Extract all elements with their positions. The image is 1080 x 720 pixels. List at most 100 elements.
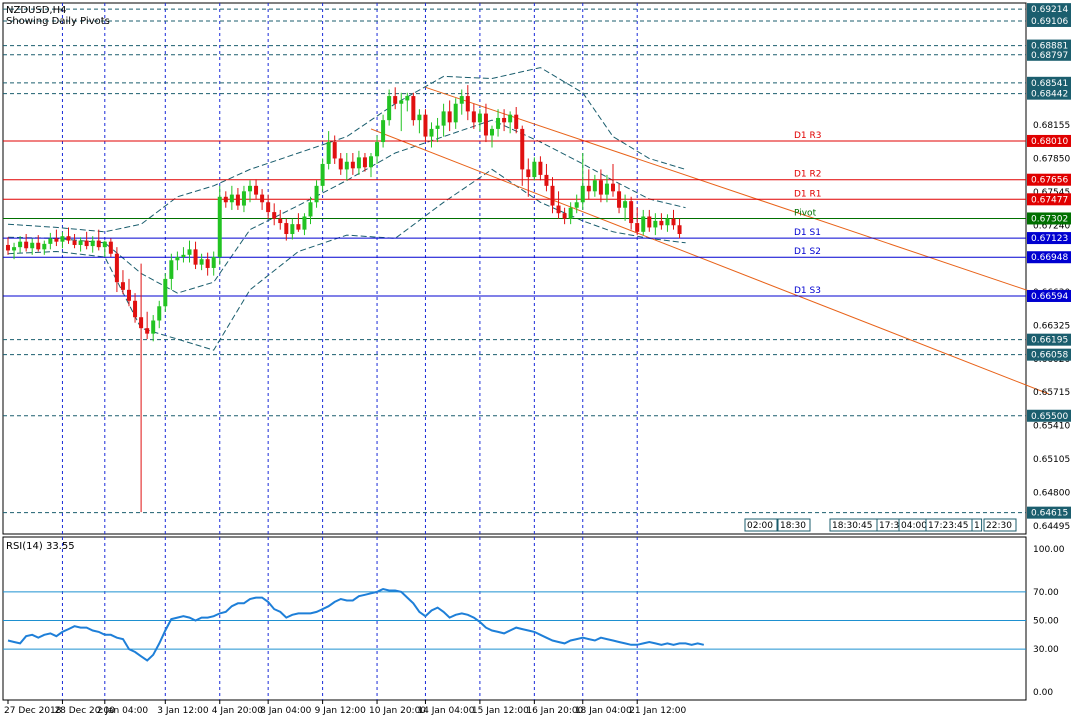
level-price-label-1: 0.69106 xyxy=(1031,17,1068,27)
candle-body-16 xyxy=(102,241,107,248)
candle-body-73 xyxy=(447,111,452,123)
candle-body-20 xyxy=(127,289,131,301)
candle-body-25 xyxy=(157,306,162,321)
candle-body-74 xyxy=(453,103,458,123)
candle-body-85 xyxy=(520,128,525,170)
candle-body-77 xyxy=(471,111,476,123)
time-marker-4: 04:00 xyxy=(901,521,927,531)
candle-body-109 xyxy=(665,218,670,226)
pivot-label-1: D1 R2 xyxy=(794,170,822,180)
price-tick-8: 0.67545 xyxy=(1033,188,1070,198)
level-price-label-8: 0.65500 xyxy=(1031,412,1068,422)
candle-body-63 xyxy=(387,96,392,121)
level-price-label-9: 0.64615 xyxy=(1031,509,1068,519)
channel-line-0 xyxy=(425,86,1049,298)
time-marker-box-6 xyxy=(971,518,983,532)
candle-body-38 xyxy=(235,194,240,206)
time-marker-0: 02:00 xyxy=(747,521,773,531)
candle-body-52 xyxy=(320,163,325,186)
pivot-price-box-4 xyxy=(1027,232,1071,245)
candle-body-18 xyxy=(114,253,119,283)
candle-body-83 xyxy=(508,114,513,123)
pivot-label-3: Pivot xyxy=(794,208,817,218)
candle-body-46 xyxy=(284,223,289,235)
price-tick-18: 0.64495 xyxy=(1033,522,1070,532)
candle-body-68 xyxy=(417,114,422,121)
time-tick-3: 3 Jan 12:00 xyxy=(157,706,209,716)
level-price-label-6: 0.66195 xyxy=(1031,336,1068,346)
rsi-tick-0: 100.00 xyxy=(1033,545,1065,555)
candle-body-93 xyxy=(568,207,573,219)
candle-body-70 xyxy=(429,128,434,137)
candle-body-33 xyxy=(205,259,210,268)
candle-body-39 xyxy=(241,191,246,206)
candle-body-81 xyxy=(496,117,501,129)
level-price-box-8 xyxy=(1027,409,1071,422)
level-price-label-2: 0.68881 xyxy=(1031,42,1068,52)
time-marker-2: 18:30:45 xyxy=(832,521,872,531)
candle-body-87 xyxy=(532,161,537,178)
pivot-levels xyxy=(3,140,1026,297)
level-price-label-5: 0.68442 xyxy=(1031,90,1068,100)
candle-body-64 xyxy=(393,96,398,104)
candle-body-23 xyxy=(145,328,150,334)
candle-body-22 xyxy=(139,317,144,329)
bollinger-upper xyxy=(7,67,686,233)
time-marker-3: 17:3 xyxy=(879,521,899,531)
candle-body-61 xyxy=(375,142,380,157)
candle-body-97 xyxy=(592,180,597,192)
time-tick-6: 9 Jan 12:00 xyxy=(315,706,367,716)
time-tick-1: 28 Dec 20:00 xyxy=(54,706,115,716)
candle-body-49 xyxy=(302,216,307,230)
candle-body-96 xyxy=(586,185,591,192)
candle-body-42 xyxy=(260,194,265,203)
candle-body-60 xyxy=(369,156,373,168)
bollinger-lower xyxy=(7,168,686,351)
time-tick-4: 4 Jan 20:00 xyxy=(212,706,264,716)
candle-body-31 xyxy=(193,249,198,265)
time-tick-11: 18 Jan 04:00 xyxy=(575,706,632,716)
candle-body-59 xyxy=(362,157,367,168)
level-price-box-7 xyxy=(1027,348,1071,361)
candle-body-66 xyxy=(405,96,410,101)
candle-body-102 xyxy=(623,201,628,208)
candle-body-29 xyxy=(181,254,186,258)
level-price-box-1 xyxy=(1027,14,1071,27)
candle-body-35 xyxy=(217,196,222,258)
rsi-panel: 100.00 70.00 50.00 30.00 0.00 xyxy=(3,545,1065,698)
candle-body-75 xyxy=(459,96,464,104)
candle-body-48 xyxy=(296,224,301,230)
time-markers: 02:00 18:30 18:30:45 17:3 04:00 17:23:45 1 22:3… xyxy=(744,518,1017,532)
pivot-price-label-4: 0.67123 xyxy=(1031,234,1068,244)
pivot-price-box-6 xyxy=(1027,289,1071,302)
level-price-label-4: 0.68541 xyxy=(1031,79,1068,89)
bollinger-middle xyxy=(7,119,686,294)
candle-body-107 xyxy=(653,220,658,228)
price-tick-15: 0.65410 xyxy=(1033,422,1070,432)
candle-body-21 xyxy=(133,300,138,318)
price-tick-16: 0.65105 xyxy=(1033,455,1070,465)
price-tick-9: 0.67240 xyxy=(1033,221,1070,231)
candle-body-41 xyxy=(254,185,259,195)
price-tick-6: 0.68155 xyxy=(1033,121,1070,131)
candle-body-26 xyxy=(163,278,168,307)
time-tick-12: 21 Jan 12:00 xyxy=(629,706,686,716)
candles xyxy=(6,85,682,513)
candle-body-27 xyxy=(169,260,174,279)
rsi-plot-frame xyxy=(2,536,1027,701)
level-price-label-7: 0.66058 xyxy=(1031,351,1068,361)
candle-body-104 xyxy=(635,223,640,232)
candle-body-4 xyxy=(30,242,35,249)
pivot-label-0: D1 R3 xyxy=(794,131,822,141)
pivot-price-label-1: 0.67656 xyxy=(1031,176,1068,186)
price-tick-12: 0.66325 xyxy=(1033,321,1070,331)
channel-line-1 xyxy=(370,128,1049,395)
candle-body-6 xyxy=(42,243,47,250)
price-tick-17: 0.64800 xyxy=(1033,488,1070,498)
rsi-tick-3: 30.00 xyxy=(1033,645,1059,655)
pivot-price-box-5 xyxy=(1027,251,1071,264)
candle-body-30 xyxy=(187,249,192,255)
